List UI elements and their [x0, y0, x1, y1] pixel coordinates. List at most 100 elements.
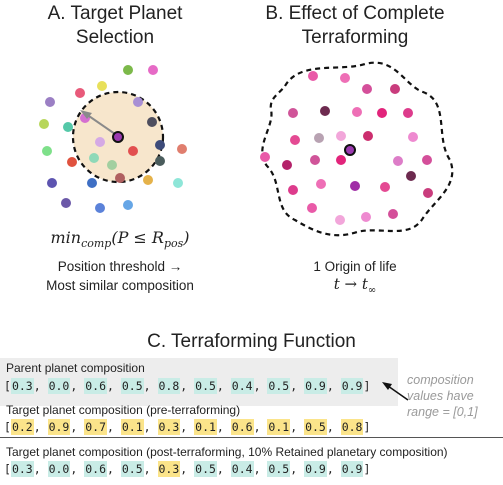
separator: ,	[253, 420, 268, 434]
planet-dot	[75, 88, 85, 98]
composition-value: 0.5	[120, 461, 144, 477]
planet-dot	[67, 157, 77, 167]
planet-dot	[95, 203, 105, 213]
range-note: composition values have range = [0,1]	[407, 372, 499, 420]
target-post-label: Target planet composition (post-terrafor…	[6, 445, 448, 459]
origin-planet	[344, 144, 356, 156]
planet-dot	[147, 117, 157, 127]
planet-dot	[260, 152, 270, 162]
time-t: t	[333, 275, 340, 293]
composition-value: 0.2	[10, 419, 34, 435]
planet-dot	[39, 119, 49, 129]
planet-dot	[61, 198, 71, 208]
planet-dot	[173, 178, 183, 188]
origin-planet	[112, 131, 124, 143]
panel-b-title: B. Effect of Complete Terraforming	[255, 2, 455, 50]
separator: ,	[253, 462, 268, 476]
planet-dot	[87, 178, 97, 188]
planet-dot	[143, 175, 153, 185]
target-pre-label: Target planet composition (pre-terraform…	[6, 403, 241, 417]
planet-dot	[148, 65, 158, 75]
separator: ,	[143, 379, 158, 393]
selection-arrowhead	[80, 110, 92, 119]
composition-value: 0.9	[304, 461, 327, 477]
planet-dot	[408, 132, 418, 142]
separator: ,	[180, 379, 195, 393]
composition-value: 0.3	[10, 378, 34, 394]
composition-value: 0.1	[120, 419, 144, 435]
composition-value: 0.8	[157, 378, 181, 394]
separator: ,	[70, 420, 85, 434]
composition-value: 0.5	[304, 419, 327, 435]
formula-sub-comp: comp	[81, 237, 112, 251]
separator: ,	[70, 379, 85, 393]
separator: ,	[107, 420, 121, 434]
planet-dot	[380, 182, 390, 192]
composition-value: 0.1	[194, 419, 217, 435]
planet-dot	[350, 181, 360, 191]
separator: ,	[107, 462, 121, 476]
planet-dot	[377, 108, 387, 118]
planet-dot	[362, 84, 372, 94]
separator: ,	[143, 420, 158, 434]
target-pre-vector: [0.2, 0.9, 0.7, 0.1, 0.3, 0.1, 0.6, 0.1,…	[4, 419, 370, 435]
planet-dot	[155, 140, 165, 150]
separator: ,	[33, 420, 48, 434]
planet-dots-b	[260, 71, 433, 225]
planet-dot	[314, 133, 324, 143]
formula-sub-pos: pos	[163, 237, 184, 251]
separator: ,	[253, 379, 268, 393]
selection-formula: mincomp(P ≤ Rpos)	[20, 228, 220, 250]
composition-value: 0.3	[157, 419, 181, 435]
planet-dot	[45, 97, 55, 107]
formula-end: )	[183, 228, 190, 247]
composition-value: 0.4	[230, 378, 254, 394]
planet-dot	[363, 131, 373, 141]
parent-composition-label: Parent planet composition	[6, 361, 145, 375]
composition-value: 0.9	[340, 378, 364, 394]
bracket-open: [	[4, 420, 11, 434]
time-tinf: t	[361, 275, 368, 293]
separator: ,	[326, 462, 341, 476]
planet-dot	[42, 146, 52, 156]
composition-value: 0.1	[267, 419, 291, 435]
panel-a-title-line2: Selection	[75, 27, 155, 48]
composition-value: 0.6	[230, 419, 254, 435]
composition-value: 0.0	[47, 378, 71, 394]
panel-a-caption-line2: Most similar composition	[46, 278, 194, 293]
panel-c-title: C. Terraforming Function	[147, 331, 356, 352]
separator: ,	[33, 379, 48, 393]
planet-dot	[335, 215, 345, 225]
parent-composition-vector: [0.3, 0.0, 0.6, 0.5, 0.8, 0.5, 0.4, 0.5,…	[4, 378, 370, 394]
planet-dot	[393, 156, 403, 166]
panel-b-caption: 1 Origin of life	[313, 259, 397, 274]
planet-dot	[63, 122, 73, 132]
composition-value: 0.3	[157, 461, 181, 477]
planet-dot	[340, 73, 350, 83]
composition-value: 0.0	[47, 461, 71, 477]
separator: ,	[107, 379, 121, 393]
planet-dot	[406, 171, 416, 181]
planet-dot	[290, 135, 300, 145]
composition-value: 0.3	[10, 461, 34, 477]
composition-value: 0.5	[194, 461, 217, 477]
selection-arrow	[85, 113, 116, 135]
planet-dot	[95, 137, 105, 147]
planet-dot	[336, 131, 346, 141]
note-arrow	[382, 382, 409, 401]
panel-b-title-line2: Terraforming	[301, 27, 409, 48]
composition-value: 0.5	[267, 378, 291, 394]
panel-a-caption: Position threshold → Most similar compos…	[10, 257, 230, 295]
planet-dot	[320, 106, 330, 116]
separator: ,	[216, 379, 231, 393]
formula-min: min	[50, 228, 82, 247]
planet-dot	[177, 144, 187, 154]
composition-value: 0.9	[340, 461, 364, 477]
planet-dot	[316, 179, 326, 189]
separator: ,	[216, 420, 231, 434]
composition-value: 0.7	[84, 419, 107, 435]
planet-dot	[128, 146, 138, 156]
separator: ,	[180, 462, 195, 476]
composition-value: 0.5	[267, 461, 291, 477]
bracket-open: [	[4, 462, 11, 476]
